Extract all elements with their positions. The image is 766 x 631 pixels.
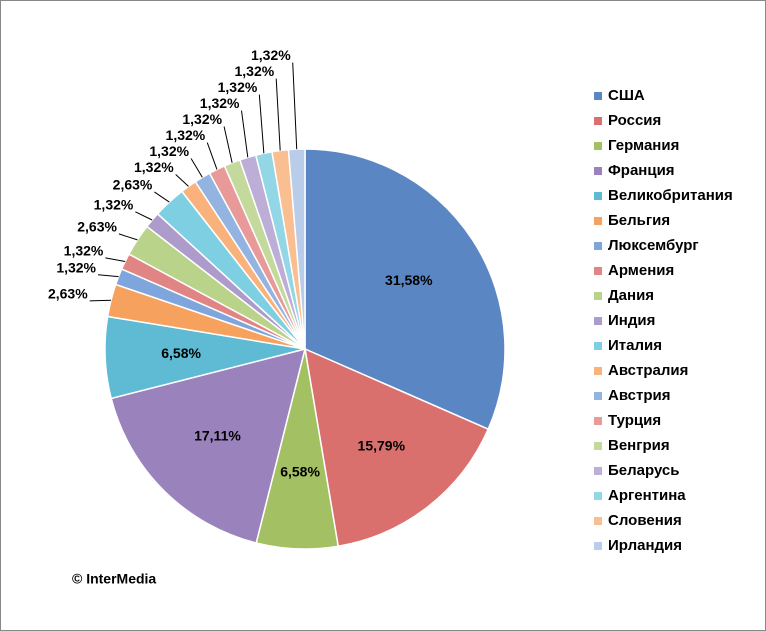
legend-swatch	[594, 142, 602, 150]
legend-swatch	[594, 392, 602, 400]
leader-line	[206, 142, 218, 170]
legend-swatch	[594, 517, 602, 525]
slice-label: 1,32%	[182, 111, 222, 127]
legend-label: Аргентина	[608, 487, 686, 504]
slice-label: 1,32%	[94, 197, 134, 213]
slice-label: 1,32%	[234, 63, 274, 79]
legend-label: Австралия	[608, 362, 688, 379]
legend-label: Турция	[608, 412, 661, 429]
leader-line	[89, 299, 112, 302]
legend-swatch	[594, 367, 602, 375]
legend-label: Индия	[608, 312, 655, 329]
legend-label: Великобритания	[608, 187, 733, 204]
legend-swatch	[594, 267, 602, 275]
leader-line	[97, 274, 119, 278]
legend-label: Россия	[608, 112, 661, 129]
legend-label: Германия	[608, 137, 679, 154]
legend-swatch	[594, 192, 602, 200]
legend-label: Австрия	[608, 387, 671, 404]
legend-label: Дания	[608, 287, 654, 304]
slice-label: 1,32%	[56, 259, 96, 275]
leader-line	[190, 158, 203, 178]
legend-label: США	[608, 87, 645, 104]
slice-label: 2,63%	[113, 177, 153, 193]
slice-label: 1,32%	[64, 243, 104, 259]
leader-line	[118, 233, 138, 241]
legend-swatch	[594, 442, 602, 450]
slice-label: 15,79%	[358, 437, 406, 453]
legend-label: Армения	[608, 262, 674, 279]
legend-label: Беларусь	[608, 462, 680, 479]
slice-label: 1,32%	[149, 143, 189, 159]
slice-label: 17,11%	[194, 428, 241, 444]
slice-label: 1,32%	[200, 95, 240, 111]
slice-label: 31,58%	[385, 272, 433, 288]
leader-line	[275, 78, 281, 151]
pie-slice	[304, 148, 506, 431]
legend-label: Словения	[608, 512, 682, 529]
legend-label: Люксембург	[608, 237, 699, 254]
legend-swatch	[594, 292, 602, 300]
leader-line	[258, 94, 265, 154]
legend-label: Италия	[608, 337, 662, 354]
slice-label: 2,63%	[77, 219, 117, 235]
legend-swatch	[594, 342, 602, 350]
legend-label: Бельгия	[608, 212, 670, 229]
slice-label: 1,32%	[134, 159, 174, 175]
legend-swatch	[594, 417, 602, 425]
slice-label: 1,32%	[251, 47, 291, 63]
legend-swatch	[594, 117, 602, 125]
pie-slice	[304, 347, 490, 548]
leader-line	[175, 174, 189, 187]
slice-label: 1,32%	[218, 79, 258, 95]
legend-swatch	[594, 542, 602, 550]
legend-label: Венгрия	[608, 437, 670, 454]
legend-swatch	[594, 467, 602, 475]
legend-label: Ирландия	[608, 537, 682, 554]
slice-label: 6,58%	[280, 464, 320, 480]
leader-line	[240, 110, 249, 158]
pie-slice	[287, 148, 306, 350]
legend-swatch	[594, 492, 602, 500]
leader-line	[292, 62, 298, 150]
legend-swatch	[594, 217, 602, 225]
leader-line	[105, 257, 126, 262]
leader-line	[223, 126, 233, 163]
slice-label: 2,63%	[48, 286, 88, 302]
leader-line	[154, 191, 170, 203]
legend-swatch	[594, 317, 602, 325]
legend-swatch	[594, 92, 602, 100]
legend-swatch	[594, 242, 602, 250]
copyright: © InterMedia	[72, 571, 156, 587]
leader-line	[135, 211, 153, 221]
slice-label: 1,32%	[166, 127, 206, 143]
legend-label: Франция	[608, 162, 675, 179]
pie-slice	[110, 347, 307, 544]
legend-swatch	[594, 167, 602, 175]
slice-label: 6,58%	[161, 345, 201, 361]
